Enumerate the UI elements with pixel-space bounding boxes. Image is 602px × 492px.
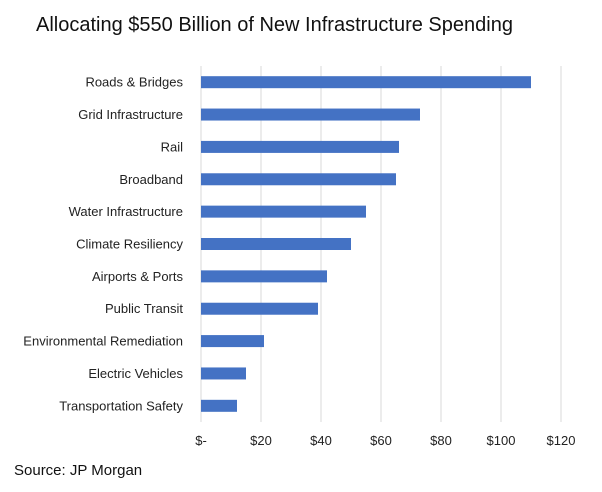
x-tick-label: $60 [370,433,392,448]
source-note: Source: JP Morgan [14,462,143,479]
x-tick-label: $120 [547,433,576,448]
category-label: Climate Resiliency [76,237,183,252]
bar [201,205,366,218]
bar [201,270,327,283]
category-label: Public Transit [105,301,183,316]
category-label: Environmental Remediation [23,334,183,349]
x-tick-label: $80 [430,433,452,448]
bar [201,140,399,153]
category-label: Water Infrastructure [69,204,183,219]
bar [201,302,318,315]
category-label: Grid Infrastructure [78,107,183,122]
x-tick-label: $40 [310,433,332,448]
category-label: Roads & Bridges [85,75,183,90]
bar [201,399,237,412]
category-label: Electric Vehicles [88,366,183,381]
bar [201,108,420,121]
bar [201,173,396,186]
x-tick-label: $- [195,433,207,448]
x-tick-label: $20 [250,433,272,448]
bar [201,335,264,348]
bar [201,238,351,250]
category-label: Rail [161,139,184,154]
category-label: Transportation Safety [59,398,183,413]
bar [201,367,246,380]
x-tick-label: $100 [487,433,516,448]
category-label: Broadband [119,172,183,187]
chart-title: Allocating $550 Billion of New Infrastru… [36,14,513,36]
category-label: Airports & Ports [92,269,184,284]
bar [201,76,531,89]
